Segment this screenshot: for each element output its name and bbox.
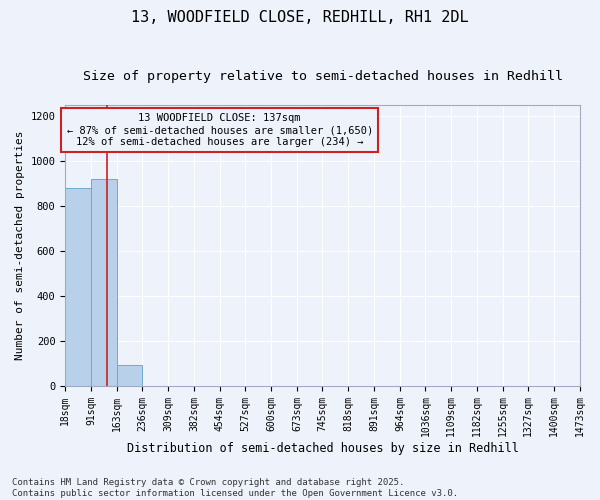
Title: Size of property relative to semi-detached houses in Redhill: Size of property relative to semi-detach… [83, 70, 563, 83]
X-axis label: Distribution of semi-detached houses by size in Redhill: Distribution of semi-detached houses by … [127, 442, 518, 455]
Text: 13 WOODFIELD CLOSE: 137sqm
← 87% of semi-detached houses are smaller (1,650)
12%: 13 WOODFIELD CLOSE: 137sqm ← 87% of semi… [67, 114, 373, 146]
Text: Contains HM Land Registry data © Crown copyright and database right 2025.
Contai: Contains HM Land Registry data © Crown c… [12, 478, 458, 498]
Bar [116, 366, 142, 386]
Text: 13, WOODFIELD CLOSE, REDHILL, RH1 2DL: 13, WOODFIELD CLOSE, REDHILL, RH1 2DL [131, 10, 469, 25]
Bar [91, 179, 116, 386]
Bar [65, 188, 91, 386]
Y-axis label: Number of semi-detached properties: Number of semi-detached properties [15, 130, 25, 360]
